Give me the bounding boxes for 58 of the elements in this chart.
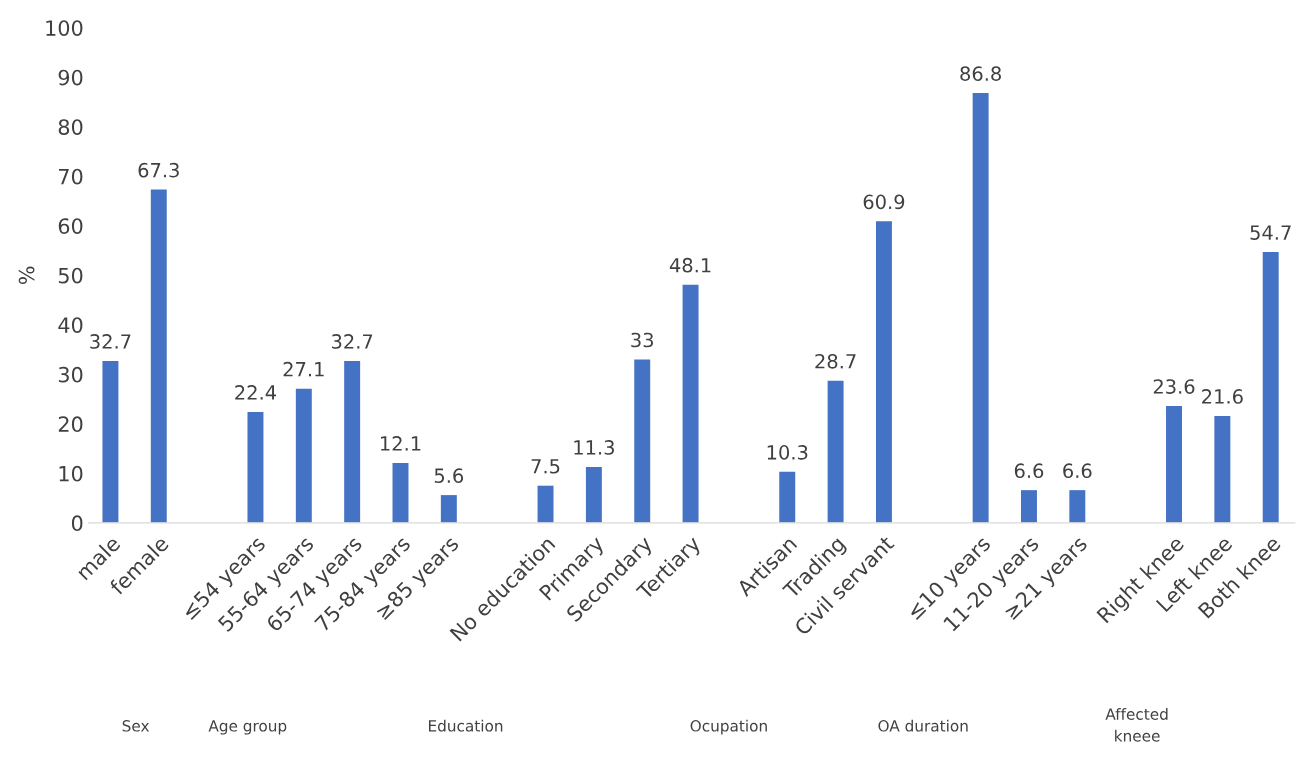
bar bbox=[1021, 490, 1037, 523]
data-label: 60.9 bbox=[863, 194, 905, 210]
text: OA duration bbox=[878, 719, 968, 732]
data-label: 23.6 bbox=[1153, 379, 1195, 394]
y-tick-label: 40 bbox=[58, 317, 83, 333]
data-label: 7.5 bbox=[531, 459, 560, 474]
data-label: 5.6 bbox=[434, 468, 464, 483]
bar bbox=[875, 221, 892, 523]
y-tick-label: 0 bbox=[71, 515, 83, 532]
data-label: 22.4 bbox=[235, 385, 277, 400]
data-label: 27.1 bbox=[283, 361, 324, 377]
y-tick-label: 60 bbox=[58, 218, 83, 234]
data-label: 48.1 bbox=[669, 257, 711, 273]
data-label: 6.6 bbox=[1063, 463, 1092, 479]
text: Affected kneee bbox=[1105, 708, 1168, 742]
data-label: 10.3 bbox=[767, 445, 808, 460]
bar bbox=[537, 485, 554, 523]
bar bbox=[1262, 252, 1279, 523]
data-label: 67.3 bbox=[138, 162, 179, 178]
bar bbox=[827, 380, 844, 523]
bar bbox=[682, 284, 699, 523]
y-tick-label: 20 bbox=[58, 416, 83, 433]
y-axis-title: % bbox=[18, 266, 35, 285]
bar bbox=[1166, 405, 1182, 523]
y-tick-label: 100 bbox=[46, 20, 83, 36]
text: Education bbox=[429, 719, 503, 732]
data-label: 32.7 bbox=[331, 334, 373, 349]
y-tick-label: 10 bbox=[59, 465, 83, 482]
y-tick-label: 90 bbox=[58, 69, 83, 86]
data-label: 12.1 bbox=[380, 436, 421, 451]
data-label: 21.6 bbox=[1202, 389, 1243, 404]
data-label: 33 bbox=[631, 332, 654, 348]
bar bbox=[972, 93, 989, 523]
data-label: 28.7 bbox=[815, 353, 856, 369]
text: Sex bbox=[122, 720, 150, 732]
bar bbox=[150, 189, 167, 523]
bar bbox=[295, 388, 312, 523]
text: Age group bbox=[208, 720, 287, 735]
bar bbox=[247, 411, 264, 523]
bar bbox=[634, 359, 651, 523]
data-label: 32.7 bbox=[90, 334, 131, 349]
bar bbox=[1069, 490, 1086, 523]
bar bbox=[344, 360, 361, 523]
data-label: 86.8 bbox=[960, 66, 1001, 81]
y-tick-label: 30 bbox=[58, 366, 83, 383]
y-tick-label: 50 bbox=[58, 267, 83, 284]
y-tick-label: 80 bbox=[58, 119, 83, 135]
text: Ocupation bbox=[690, 719, 767, 735]
bar bbox=[779, 471, 796, 523]
bar bbox=[440, 495, 457, 523]
y-tick-label: 70 bbox=[59, 168, 83, 185]
bar bbox=[1214, 415, 1231, 523]
bar bbox=[102, 360, 119, 523]
data-label: 6.6 bbox=[1014, 463, 1044, 479]
data-label: 11.3 bbox=[574, 440, 614, 455]
bar bbox=[392, 462, 409, 523]
data-label: 54.7 bbox=[1250, 225, 1291, 240]
bar bbox=[585, 466, 602, 523]
